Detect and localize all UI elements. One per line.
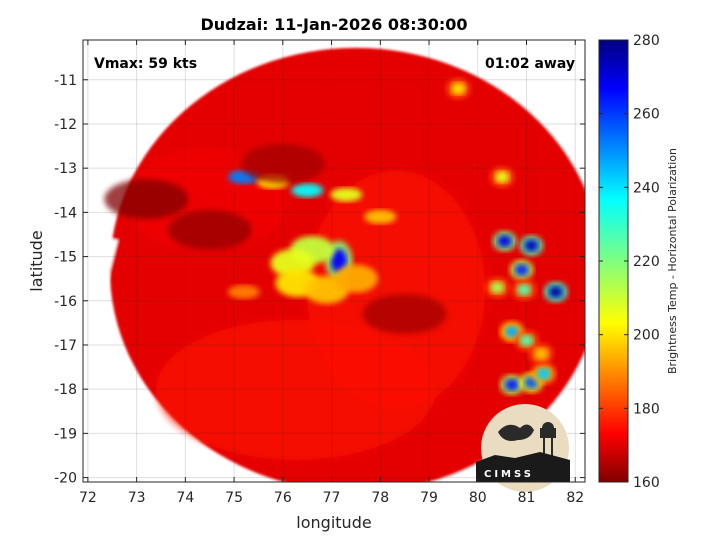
feature-spiral-band (364, 209, 397, 224)
feature-convective-cell (490, 281, 505, 294)
x-tick-label: 81 (518, 490, 536, 506)
feature-layer (104, 78, 568, 395)
cimss-logo: CIMSS (476, 404, 570, 492)
x-tick-label: 72 (79, 490, 97, 506)
y-tick-label: -19 (54, 426, 77, 442)
y-tick-label: -18 (54, 382, 77, 398)
y-tick-label: -16 (54, 294, 77, 310)
x-tick-label: 82 (566, 490, 584, 506)
x-tick-label: 74 (176, 490, 194, 506)
feature-dry-slot (167, 210, 252, 251)
x-tick-label: 73 (128, 490, 146, 506)
feature-convective-cell (495, 171, 510, 184)
feature-spiral-band (291, 183, 324, 198)
y-tick-label: -17 (54, 338, 77, 354)
swath-gap (83, 235, 118, 320)
feature-convective-cell (451, 82, 466, 95)
y-tick-label: -15 (54, 250, 77, 266)
x-tick-label: 77 (323, 490, 341, 506)
time-away-annotation: 01:02 away (485, 56, 575, 72)
logo-text: CIMSS (484, 469, 534, 480)
y-tick-label: -11 (54, 73, 77, 89)
chart-title: Dudzai: 11-Jan-2026 08:30:00 (200, 15, 467, 34)
feature-eyewall (330, 249, 347, 273)
feature-convective-cell (548, 285, 563, 298)
feature-convective-cell (524, 239, 539, 252)
vmax-annotation: Vmax: 59 kts (94, 56, 197, 72)
feature-convective-cell (536, 367, 551, 380)
feature-convective-cell (497, 235, 512, 248)
feature-inner-band (333, 264, 378, 293)
y-tick-label: -13 (54, 161, 77, 177)
y-tick-label: -12 (54, 117, 77, 133)
x-tick-label: 79 (420, 490, 438, 506)
y-tick-label: -20 (54, 471, 77, 487)
colorbar-tick-label: 280 (633, 33, 660, 49)
grid-lines (83, 40, 585, 482)
colorbar-tick-label: 200 (633, 328, 660, 344)
colorbar-label: Brightness Temp - Horizontal Polarizatio… (666, 148, 679, 374)
feature-dry-slot (104, 179, 189, 220)
colorbar-tick-label: 260 (633, 107, 660, 123)
colorbar-tick-label: 240 (633, 180, 660, 196)
axes-frame (82, 39, 586, 483)
colorbar-tick-label: 160 (633, 475, 660, 491)
feature-dry-slot (362, 294, 447, 335)
x-tick-label: 78 (371, 490, 389, 506)
colorbar-tick-label: 220 (633, 254, 660, 270)
x-tick-label: 75 (225, 490, 243, 506)
swath-texture (305, 169, 486, 410)
x-tick-label: 76 (274, 490, 292, 506)
x-tick-label: 80 (469, 490, 487, 506)
feature-convective-cell (504, 378, 519, 391)
feature-spiral-band (227, 284, 260, 299)
colorbar (598, 39, 629, 483)
y-tick-label: -14 (54, 205, 77, 221)
feature-convective-cell (517, 283, 532, 296)
feature-convective-cell (534, 347, 549, 360)
y-axis-label: latitude (27, 230, 46, 291)
feature-convective-cell (519, 334, 534, 347)
feature-convective-cell (514, 263, 529, 276)
feature-spiral-band (330, 187, 363, 202)
colorbar-tick-label: 180 (633, 401, 660, 417)
x-axis-label: longitude (296, 513, 371, 532)
feature-convective-cell (504, 325, 519, 338)
feature-dry-slot (240, 143, 325, 184)
